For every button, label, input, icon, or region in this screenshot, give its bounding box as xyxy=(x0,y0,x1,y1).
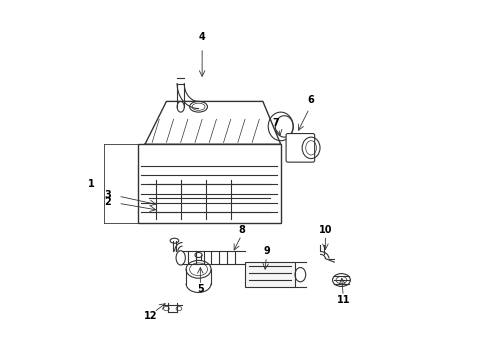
Text: 9: 9 xyxy=(263,247,270,256)
FancyBboxPatch shape xyxy=(286,134,315,162)
Text: 10: 10 xyxy=(318,225,332,235)
Text: 1: 1 xyxy=(88,179,95,189)
Text: 8: 8 xyxy=(238,225,245,235)
Text: 5: 5 xyxy=(197,284,204,294)
Text: 7: 7 xyxy=(272,118,279,128)
Text: 4: 4 xyxy=(199,32,205,42)
Text: 12: 12 xyxy=(144,311,157,321)
Text: 2: 2 xyxy=(104,197,111,207)
Text: 3: 3 xyxy=(104,190,111,200)
Text: 11: 11 xyxy=(337,295,350,305)
Text: 6: 6 xyxy=(308,95,315,105)
Bar xyxy=(245,262,295,287)
Bar xyxy=(138,144,281,223)
